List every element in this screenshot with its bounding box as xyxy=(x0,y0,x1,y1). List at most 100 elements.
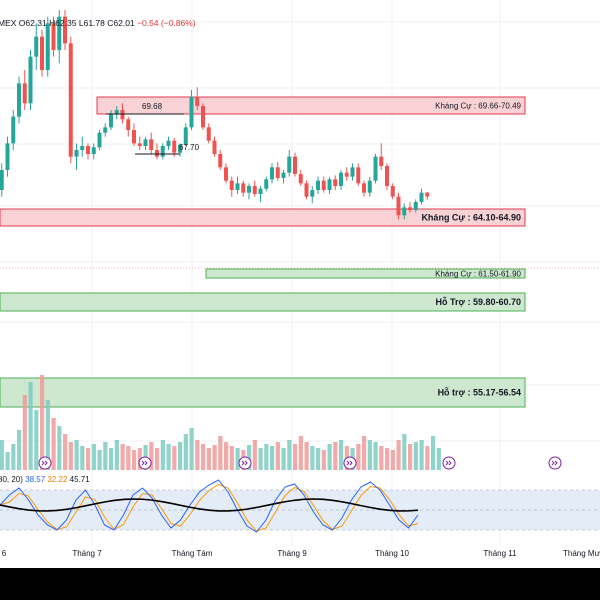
candle-body-70 xyxy=(396,196,401,216)
volume-bar-70 xyxy=(396,440,401,470)
zone-khang-cu-64[interactable] xyxy=(0,208,526,227)
volume-bar-27 xyxy=(149,442,154,470)
zone-khang-cu-61[interactable] xyxy=(205,268,526,279)
zones-layer: Kháng Cự : 69.66-70.49 Kháng Cự : 64.10-6… xyxy=(0,96,526,408)
volume-bar-41 xyxy=(229,446,234,470)
candle-body-16 xyxy=(86,146,90,154)
zone-ho-tro-55[interactable] xyxy=(0,377,526,408)
event-marker-arrow-4 xyxy=(445,460,452,466)
volume-bar-56 xyxy=(316,448,321,470)
volume-bar-52 xyxy=(293,444,298,470)
candle-body-48 xyxy=(270,167,274,180)
volume-bar-2 xyxy=(5,452,10,470)
event-marker-icon-4[interactable] xyxy=(442,456,456,470)
candle-body-38 xyxy=(212,140,217,154)
volume-bar-74 xyxy=(419,440,424,470)
zone-label-ho-tro-55: Hỗ trợ : 55.17-56.54 xyxy=(438,388,521,398)
volume-bar-6 xyxy=(28,382,33,470)
event-marker-icon-0[interactable] xyxy=(38,456,52,470)
volume-bar-66 xyxy=(373,442,378,470)
candle-body-63 xyxy=(356,167,361,184)
candle-body-32 xyxy=(178,144,182,153)
candle-body-33 xyxy=(183,127,188,145)
volume-bar-21 xyxy=(114,440,119,470)
candle-body-26 xyxy=(143,139,148,146)
x-axis-tick-label-2: Tháng Tám xyxy=(172,549,213,558)
chart-source-header: View.com, Tháng 10 09, 2025 08:42 UTC+7 xyxy=(0,2,154,11)
volume-bar-68 xyxy=(385,448,390,470)
stoch-main-line xyxy=(0,498,419,512)
zone-label-khang-cu-64: Kháng Cự : 64.10-64.90 xyxy=(421,213,521,223)
symbol-prefix: MEX xyxy=(0,18,17,28)
zone-ho-tro-59[interactable] xyxy=(0,292,526,312)
candle-body-24 xyxy=(132,130,136,144)
stoch-d-line xyxy=(0,483,419,532)
volume-bar-60 xyxy=(339,440,344,470)
candle-body-58 xyxy=(327,179,332,190)
candle-body-75 xyxy=(425,192,430,197)
candle-body-29 xyxy=(160,146,165,157)
volume-bar-11 xyxy=(57,426,62,470)
ohlc-high: H62.35 xyxy=(49,18,77,28)
volume-bar-44 xyxy=(247,445,252,470)
candle-body-72 xyxy=(408,207,412,210)
candle-body-67 xyxy=(379,156,384,166)
candle-body-52 xyxy=(293,156,297,174)
zone-label-khang-cu-69: Kháng Cự : 69.66-70.49 xyxy=(435,102,521,111)
volume-bar-10 xyxy=(51,418,56,470)
ohlc-low: L61.78 xyxy=(78,18,105,28)
price-chart-svg[interactable]: Kháng Cự : 69.66-70.49 Kháng Cự : 64.10-6… xyxy=(0,0,600,568)
candle-body-19 xyxy=(103,127,108,133)
candles xyxy=(0,10,430,220)
candle-body-6 xyxy=(28,56,33,104)
event-marker-icon-2[interactable] xyxy=(238,456,252,470)
candle-body-20 xyxy=(109,114,113,128)
volume-bar-53 xyxy=(298,436,303,470)
event-marker-icon-3[interactable] xyxy=(343,456,357,470)
volume-bar-63 xyxy=(356,444,361,470)
volume-bar-34 xyxy=(189,428,194,470)
volume-bar-50 xyxy=(281,448,286,470)
candle-body-15 xyxy=(80,146,85,150)
candle-body-36 xyxy=(201,106,205,128)
volume-bar-45 xyxy=(252,440,257,470)
candle-body-12 xyxy=(63,16,67,44)
event-marker-icon-1[interactable] xyxy=(138,456,152,470)
volume-bar-69 xyxy=(390,450,395,470)
candle-body-31 xyxy=(172,140,177,153)
volume-bar-54 xyxy=(304,442,309,470)
volume-bar-28 xyxy=(155,448,160,470)
volume-bar-4 xyxy=(17,430,22,470)
price-level-label-0: 69.68 xyxy=(142,102,163,111)
volume-bar-9 xyxy=(45,400,50,470)
volume-bar-57 xyxy=(321,450,326,470)
volume-bar-17 xyxy=(91,444,96,470)
candle-body-42 xyxy=(235,183,240,190)
candle-body-55 xyxy=(310,190,315,197)
ohlc-legend: MEX O62.31 H62.35 L61.78 C62.01 −0.54 (−… xyxy=(0,18,196,28)
volume-bar-1 xyxy=(0,440,4,470)
candle-body-71 xyxy=(402,207,407,216)
volume-bar-29 xyxy=(160,440,165,470)
candle-body-8 xyxy=(40,36,44,70)
volume-bar-37 xyxy=(206,448,211,470)
volume-bar-12 xyxy=(63,434,68,470)
candle-body-35 xyxy=(195,96,200,106)
candle-body-45 xyxy=(252,186,257,194)
x-axis-tick-label-6: Tháng Mười xyxy=(563,549,600,558)
event-marker-icon-5[interactable] xyxy=(548,456,562,470)
volume-bar-65 xyxy=(367,440,372,470)
x-axis-tick-label-5: Tháng 11 xyxy=(483,549,517,558)
volume-bar-20 xyxy=(109,448,114,470)
candle-body-28 xyxy=(155,150,159,157)
stoch-k-value: 38.57 xyxy=(25,475,46,484)
candle-body-41 xyxy=(229,180,234,190)
volume-bar-33 xyxy=(183,434,188,470)
price-level-label-1: 67.70 xyxy=(179,143,200,152)
chart-area[interactable]: Kháng Cự : 69.66-70.49 Kháng Cự : 64.10-6… xyxy=(0,0,600,568)
x-axis-tick-label-3: Tháng 9 xyxy=(277,549,307,558)
volume-bar-35 xyxy=(195,440,200,470)
candle-body-46 xyxy=(258,188,263,194)
volume-bar-47 xyxy=(264,444,269,470)
